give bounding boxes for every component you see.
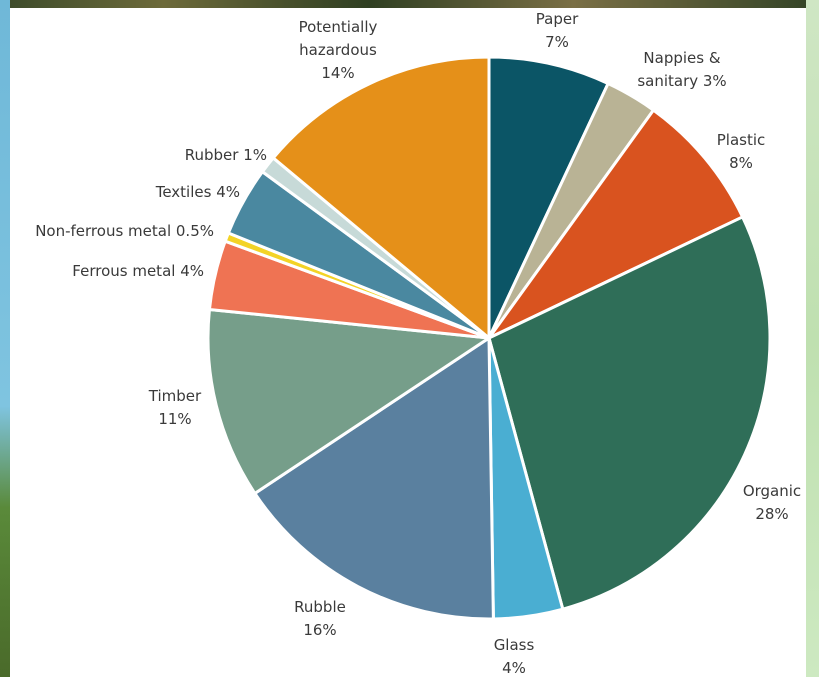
pie-label-4: Glass 4%: [494, 636, 535, 677]
pie-slice-0: [487, 55, 610, 340]
pie-slice-6: [206, 308, 491, 495]
pie-slice-2: [487, 108, 745, 340]
background-photo-left-strip: [0, 0, 10, 677]
background-photo-top-strip: [0, 0, 819, 8]
pie-label-3: Organic 28%: [743, 482, 801, 523]
pie-label-7: Ferrous metal 4%: [72, 262, 204, 280]
background-right-strip: [806, 0, 819, 677]
pie-slice-11: [271, 55, 491, 340]
pie-label-8: Non-ferrous metal 0.5%: [35, 222, 214, 240]
pie-label-10: Rubber 1%: [185, 146, 267, 164]
pie-label-0: Paper 7%: [536, 10, 579, 51]
pie-slice-5: [253, 336, 495, 621]
pie-label-2: Plastic 8%: [717, 131, 766, 172]
pie-slice-3: [487, 215, 772, 611]
pie-label-5: Rubble 16%: [294, 598, 346, 639]
pie-slices: [206, 55, 772, 621]
pie-label-11: Potentially hazardous 14%: [299, 18, 378, 82]
pie-labels: Paper 7% Nappies & sanitary 3% Plastic 8% Orga…: [35, 10, 801, 677]
pie-label-1: Nappies & sanitary 3%: [637, 49, 726, 90]
pie-label-9: Textiles 4%: [155, 183, 240, 201]
pie-label-6: Timber 11%: [148, 387, 202, 428]
